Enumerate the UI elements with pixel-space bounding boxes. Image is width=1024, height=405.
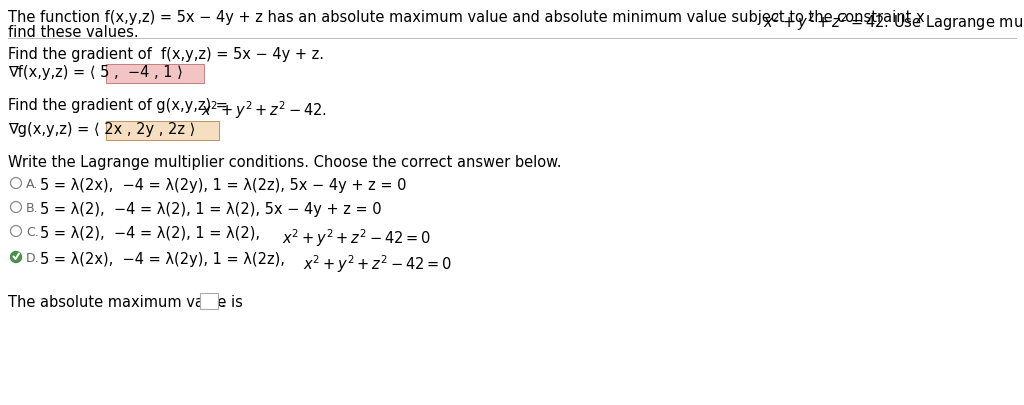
Text: The absolute maximum value is: The absolute maximum value is [8,295,248,310]
Text: find these values.: find these values. [8,25,138,40]
Text: 5 = λ(2),  −4 = λ(2), 1 = λ(2), 5x − 4y + z = 0: 5 = λ(2), −4 = λ(2), 1 = λ(2), 5x − 4y +… [40,202,382,217]
Text: $x^2 + y^2 + z^2 - 42$.: $x^2 + y^2 + z^2 - 42$. [201,99,327,121]
Text: D.: D. [26,252,40,265]
Text: Find the gradient of g(x,y,z) =: Find the gradient of g(x,y,z) = [8,98,232,113]
Text: $x^2 + y^2 + z^2 - 42 = 0$: $x^2 + y^2 + z^2 - 42 = 0$ [282,227,431,249]
Text: .: . [220,295,224,310]
Text: Write the Lagrange multiplier conditions. Choose the correct answer below.: Write the Lagrange multiplier conditions… [8,155,561,170]
Circle shape [10,252,22,262]
Text: 5 = λ(2x),  −4 = λ(2y), 1 = λ(2z), 5x − 4y + z = 0: 5 = λ(2x), −4 = λ(2y), 1 = λ(2z), 5x − 4… [40,178,407,193]
FancyBboxPatch shape [200,293,218,309]
Text: B.: B. [26,202,39,215]
Text: Find the gradient of  f(x,y,z) = 5x − 4y + z.: Find the gradient of f(x,y,z) = 5x − 4y … [8,47,324,62]
Text: A.: A. [26,178,38,191]
FancyBboxPatch shape [105,64,204,83]
Text: C.: C. [26,226,39,239]
Text: The function f(x,y,z) = 5x − 4y + z has an absolute maximum value and absolute m: The function f(x,y,z) = 5x − 4y + z has … [8,10,925,25]
FancyBboxPatch shape [105,121,218,139]
Text: 5 = λ(2x),  −4 = λ(2y), 1 = λ(2z),: 5 = λ(2x), −4 = λ(2y), 1 = λ(2z), [40,252,290,267]
Text: 5 = λ(2),  −4 = λ(2), 1 = λ(2),: 5 = λ(2), −4 = λ(2), 1 = λ(2), [40,226,264,241]
Text: $x^2 + y^2 + z^2 = 42$. Use Lagrange multipliers to: $x^2 + y^2 + z^2 = 42$. Use Lagrange mul… [763,11,1024,33]
Text: $x^2 + y^2 + z^2 - 42 = 0$: $x^2 + y^2 + z^2 - 42 = 0$ [303,253,453,275]
Text: ∇g(x,y,z) = ⟨ 2x , 2y , 2z ⟩: ∇g(x,y,z) = ⟨ 2x , 2y , 2z ⟩ [8,122,196,137]
Text: ∇f(x,y,z) = ⟨ 5 ,  −4 , 1 ⟩: ∇f(x,y,z) = ⟨ 5 , −4 , 1 ⟩ [8,65,183,80]
